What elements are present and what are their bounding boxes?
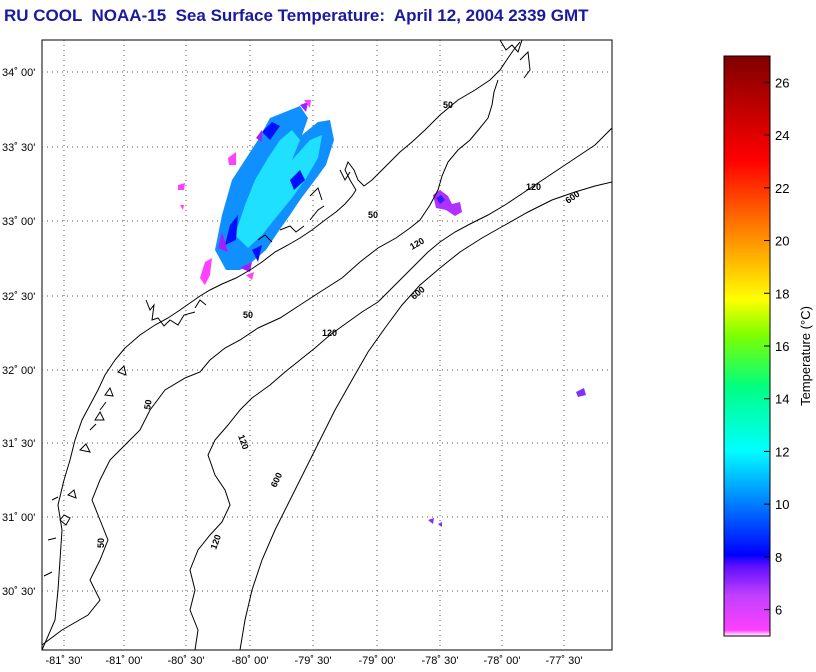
colorbar-tick-label: 24	[775, 128, 789, 143]
colorbar-gradient	[723, 55, 771, 637]
latitude-axis: 34˚ 00' 33˚ 30' 33˚ 00' 32˚ 30' 32˚ 00' 31˚ 3…	[2, 67, 35, 598]
contour-label: 50	[443, 100, 453, 110]
colorbar-tick-label: 26	[775, 75, 789, 90]
isobath-120m	[189, 127, 612, 650]
map-plot-area: 50 50 50 50 50 120 120 120 120 120 600 6…	[41, 39, 613, 651]
graticule	[42, 40, 612, 650]
latitude-tick-label: 31˚ 00'	[2, 512, 35, 524]
latitude-tick-label: 32˚ 00'	[2, 365, 35, 377]
sst-patches	[178, 100, 586, 527]
contour-label: 50	[96, 538, 106, 548]
contour-label: 120	[526, 182, 541, 192]
contour-label: 120	[208, 533, 223, 551]
longitude-axis: -81˚ 30' -81˚ 00' -80˚ 30' -80˚ 00' -79˚ 30'…	[46, 655, 583, 667]
colorbar-tick-label: 22	[775, 181, 789, 196]
contour-label: 120	[236, 433, 251, 451]
longitude-tick-label: -78˚ 00'	[484, 655, 521, 667]
latitude-tick-label: 33˚ 30'	[2, 142, 35, 154]
latitude-tick-label: 31˚ 30'	[2, 438, 35, 450]
colorbar-tick-label: 8	[775, 550, 782, 565]
colorbar-tick-label: 20	[775, 234, 789, 249]
coastline	[42, 40, 531, 650]
latitude-tick-label: 30˚ 30'	[2, 586, 35, 598]
longitude-tick-label: -80˚ 00'	[232, 655, 269, 667]
longitude-tick-label: -79˚ 30'	[295, 655, 332, 667]
sst-patch-cyan	[235, 130, 322, 248]
map-title: RU COOL NOAA-15 Sea Surface Temperature:…	[4, 6, 589, 25]
longitude-tick-label: -77˚ 30'	[546, 655, 583, 667]
colorbar-tick-label: 14	[775, 392, 789, 407]
colorbar-tick-label: 10	[775, 497, 789, 512]
longitude-tick-label: -78˚ 30'	[422, 655, 459, 667]
longitude-tick-label: -80˚ 30'	[168, 655, 205, 667]
colorbar-title: Temperature (°C)	[798, 306, 813, 406]
latitude-tick-label: 34˚ 00'	[2, 67, 35, 79]
longitude-tick-label: -81˚ 00'	[106, 655, 143, 667]
longitude-tick-label: -79˚ 00'	[359, 655, 396, 667]
contour-label: 120	[322, 328, 337, 338]
isobath-50m	[42, 79, 499, 646]
colorbar-tick-label: 12	[775, 444, 789, 459]
contour-label: 50	[368, 210, 378, 220]
latitude-tick-label: 33˚ 00'	[2, 216, 35, 228]
latitude-tick-label: 32˚ 30'	[2, 291, 35, 303]
sst-patch-offshore-blue	[436, 195, 445, 204]
colorbar: 6 8 10 12 14 16 18 20 22 24 26 Temperature (°C)	[723, 55, 813, 637]
colorbar-tick-label: 6	[775, 603, 782, 618]
colorbar-ticks: 6 8 10 12 14 16 18 20 22 24 26	[764, 75, 789, 618]
contour-label: 50	[142, 399, 154, 411]
longitude-tick-label: -81˚ 30'	[46, 655, 83, 667]
contour-label: 50	[243, 310, 253, 320]
colorbar-tick-label: 18	[775, 286, 789, 301]
isobath-600m	[239, 181, 612, 650]
colorbar-tick-label: 16	[775, 339, 789, 354]
